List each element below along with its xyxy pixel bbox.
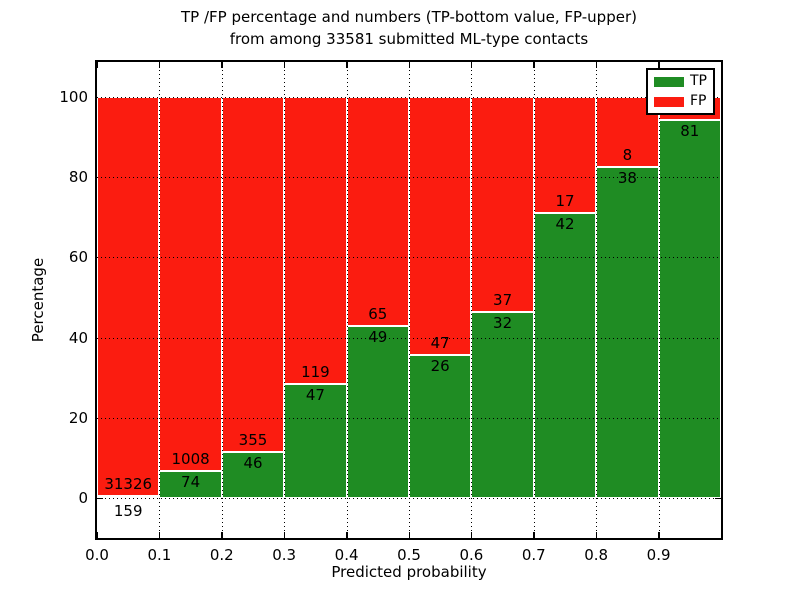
legend-label-fp: FP — [690, 93, 707, 109]
chart-title-line2: from among 33581 submitted ML-type conta… — [229, 30, 589, 48]
tp-count-label: 38 — [617, 168, 637, 187]
bar-tp-segment — [221, 452, 285, 498]
fp-count-label: 47 — [430, 334, 450, 353]
x-tick-mark — [720, 62, 722, 68]
tp-count-label: 32 — [493, 314, 513, 333]
fp-count-label: 119 — [301, 363, 330, 382]
tp-count-label: 74 — [181, 472, 201, 491]
y-tick-label: 20 — [68, 408, 88, 427]
gridline-vertical — [471, 62, 473, 538]
gridline-vertical — [221, 62, 223, 538]
gridline-vertical — [533, 62, 535, 538]
tp-count-label: 159 — [113, 502, 143, 520]
x-tick-mark — [720, 532, 722, 538]
bar-tp-segment — [533, 212, 597, 498]
gridline-vertical — [284, 62, 286, 538]
tp-count-label: 47 — [305, 386, 325, 405]
tp-count-label: 42 — [555, 214, 575, 233]
legend-item-tp: TP — [654, 73, 707, 90]
gridline-vertical — [658, 62, 660, 538]
gridline-vertical — [159, 62, 161, 538]
tp-swatch-icon — [654, 76, 684, 87]
bar-fp-segment — [97, 97, 160, 496]
bar-fp-segment — [471, 97, 534, 313]
fp-count-label: 31326 — [104, 474, 153, 493]
fp-count-label: 8 — [622, 145, 633, 164]
bar-tp-segment — [471, 312, 534, 498]
y-axis-label: Percentage — [29, 257, 47, 343]
fp-count-label: 355 — [238, 431, 268, 449]
x-tick-label: 0.3 — [272, 546, 297, 564]
tp-count-label: 49 — [368, 327, 388, 346]
x-tick-label: 0.7 — [521, 546, 546, 564]
plot-area: 31326 159 1008 74 355 46 119 47 65 49 47 26 37 32 17 42… — [96, 62, 722, 538]
x-tick-label: 0.6 — [459, 546, 484, 564]
x-tick-label: 0.8 — [584, 546, 609, 564]
bar-tp-segment — [658, 120, 721, 498]
legend: TP FP — [646, 68, 715, 115]
fp-count-label: 37 — [493, 291, 513, 310]
tp-count-label: 81 — [680, 122, 700, 141]
legend-item-fp: FP — [654, 93, 707, 110]
gridline-vertical — [346, 62, 348, 538]
bar-fp-segment — [346, 97, 409, 326]
fp-count-label: 65 — [368, 304, 388, 323]
gridline-vertical — [596, 62, 598, 538]
tp-count-label: 46 — [243, 454, 263, 472]
legend-label-tp: TP — [690, 73, 707, 89]
bar-tp-segment — [409, 355, 472, 498]
fp-count-label: 1008 — [171, 449, 210, 468]
bar-fp-segment — [159, 97, 222, 471]
y-tick-label: 40 — [68, 328, 88, 347]
chart-title-line1: TP /FP percentage and numbers (TP-bottom… — [181, 8, 637, 26]
x-tick-mark — [96, 62, 98, 68]
bar-tp-segment — [284, 384, 347, 498]
bar-tp-segment — [97, 495, 160, 498]
fp-swatch-icon — [654, 96, 684, 107]
x-axis-label: Predicted probability — [331, 563, 487, 581]
bar-fp-segment — [221, 97, 285, 452]
y-tick-label: 0 — [78, 489, 88, 507]
x-tick-label: 0.5 — [397, 546, 421, 564]
chart-title: TP /FP percentage and numbers (TP-bottom… — [97, 6, 721, 50]
x-tick-label: 0.4 — [334, 546, 359, 564]
y-tick-label: 60 — [68, 248, 88, 267]
x-tick-mark — [96, 532, 98, 538]
gridline-vertical — [409, 62, 410, 538]
x-tick-label: 0.9 — [646, 546, 671, 564]
fp-count-label: 17 — [555, 191, 575, 210]
x-tick-label: 0.2 — [209, 546, 234, 564]
y-tick-label: 100 — [59, 88, 88, 106]
tp-count-label: 26 — [430, 357, 450, 376]
y-tick-label: 80 — [68, 168, 88, 187]
x-tick-label: 0.1 — [147, 546, 172, 564]
x-tick-label: 0.0 — [85, 546, 109, 564]
